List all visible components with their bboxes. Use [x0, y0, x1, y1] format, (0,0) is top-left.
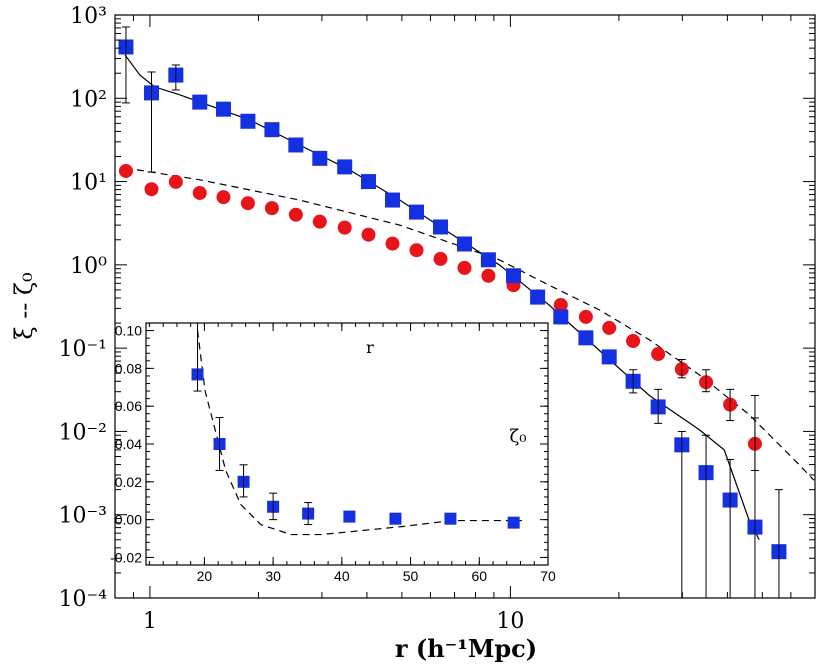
y-tick-label: 10⁻²	[59, 420, 107, 445]
data-point	[651, 347, 666, 362]
data-point	[361, 174, 377, 190]
data-point	[361, 227, 376, 242]
data-point	[601, 349, 617, 365]
inset-x-label: r	[366, 338, 374, 357]
data-point	[144, 182, 159, 197]
x-tick-label: 60	[471, 568, 487, 584]
plot-area	[191, 323, 522, 536]
data-point	[481, 268, 496, 283]
data-point	[385, 192, 401, 208]
data-point	[626, 333, 641, 348]
data-point	[553, 297, 568, 312]
x-tick-label: 10	[496, 609, 524, 634]
main-plot: 1 10 10⁻⁴ 10⁻³ 10⁻² 10⁻¹ 10⁰ 10¹ 10² 10³	[59, 4, 816, 634]
data-point	[192, 185, 207, 200]
data-point	[409, 243, 424, 258]
data-point	[480, 252, 496, 268]
data-point	[409, 204, 425, 220]
data-point	[216, 101, 232, 117]
inset-background	[146, 323, 548, 565]
y-tick-label: 10⁻³	[59, 504, 107, 529]
data-point	[240, 196, 255, 211]
data-point	[505, 268, 521, 284]
data-point	[578, 330, 594, 346]
x-tick-label: 1	[143, 609, 157, 634]
y-tick-label: 10⁰	[70, 254, 107, 279]
data-point	[337, 220, 352, 235]
data-point	[389, 512, 402, 525]
x-tick-label: 20	[197, 568, 213, 584]
plot-frame	[114, 14, 816, 599]
data-point	[385, 236, 400, 251]
y-tick-label: 10³	[70, 4, 107, 29]
model-line	[124, 54, 760, 541]
data-point	[312, 150, 328, 166]
y-tick-label: 0.06	[115, 398, 142, 414]
y-tick-label: 0.02	[115, 474, 142, 490]
x-axis-label: r (h⁻¹Mpc)	[395, 634, 537, 663]
data-point	[457, 236, 473, 252]
x-tick-label: 40	[334, 568, 350, 584]
y-tick-label: 0.04	[115, 436, 142, 452]
plot-area	[118, 26, 815, 598]
model-line	[196, 330, 522, 536]
y-tick-label: 10¹	[70, 171, 107, 196]
data-point	[240, 113, 256, 129]
data-point	[118, 163, 133, 178]
data-point	[288, 207, 303, 222]
data-point	[216, 190, 231, 205]
data-point	[530, 289, 546, 305]
y-tick-label: 10²	[70, 87, 107, 112]
y-tick-label: 0.08	[115, 360, 142, 376]
y-tick-label: 0.00	[115, 512, 142, 528]
data-point	[457, 260, 472, 275]
data-point	[578, 309, 593, 324]
data-point	[433, 219, 449, 235]
data-point	[192, 94, 208, 110]
data-point	[288, 137, 304, 153]
data-point	[337, 159, 353, 175]
inset-y-label: ζ₀	[510, 426, 527, 447]
x-tick-label: 70	[540, 568, 556, 584]
y-axis-label: ξ -- ζ₀	[10, 272, 38, 339]
data-point	[553, 309, 569, 325]
x-tick-label: 50	[403, 568, 419, 584]
y-tick-label: 10⁻¹	[59, 337, 107, 362]
data-point	[312, 214, 327, 229]
data-point	[602, 320, 617, 335]
plot-frame	[145, 322, 549, 566]
data-point	[264, 201, 279, 216]
data-point	[507, 516, 520, 529]
inset-plot: 20 30 40 50 60 70 -0.02 0.00 0.02 0.04 0.06 0.08 0.1…	[110, 322, 556, 584]
data-point	[168, 174, 183, 189]
y-tick-label: 0.10	[115, 323, 142, 339]
y-tick-label: -0.02	[110, 549, 142, 565]
data-point	[444, 512, 457, 525]
data-point	[343, 510, 356, 523]
model-line	[124, 167, 815, 481]
data-point	[433, 251, 448, 266]
data-point	[264, 122, 280, 138]
y-tick-label: 10⁻⁴	[59, 587, 108, 612]
x-tick-label: 30	[265, 568, 281, 584]
